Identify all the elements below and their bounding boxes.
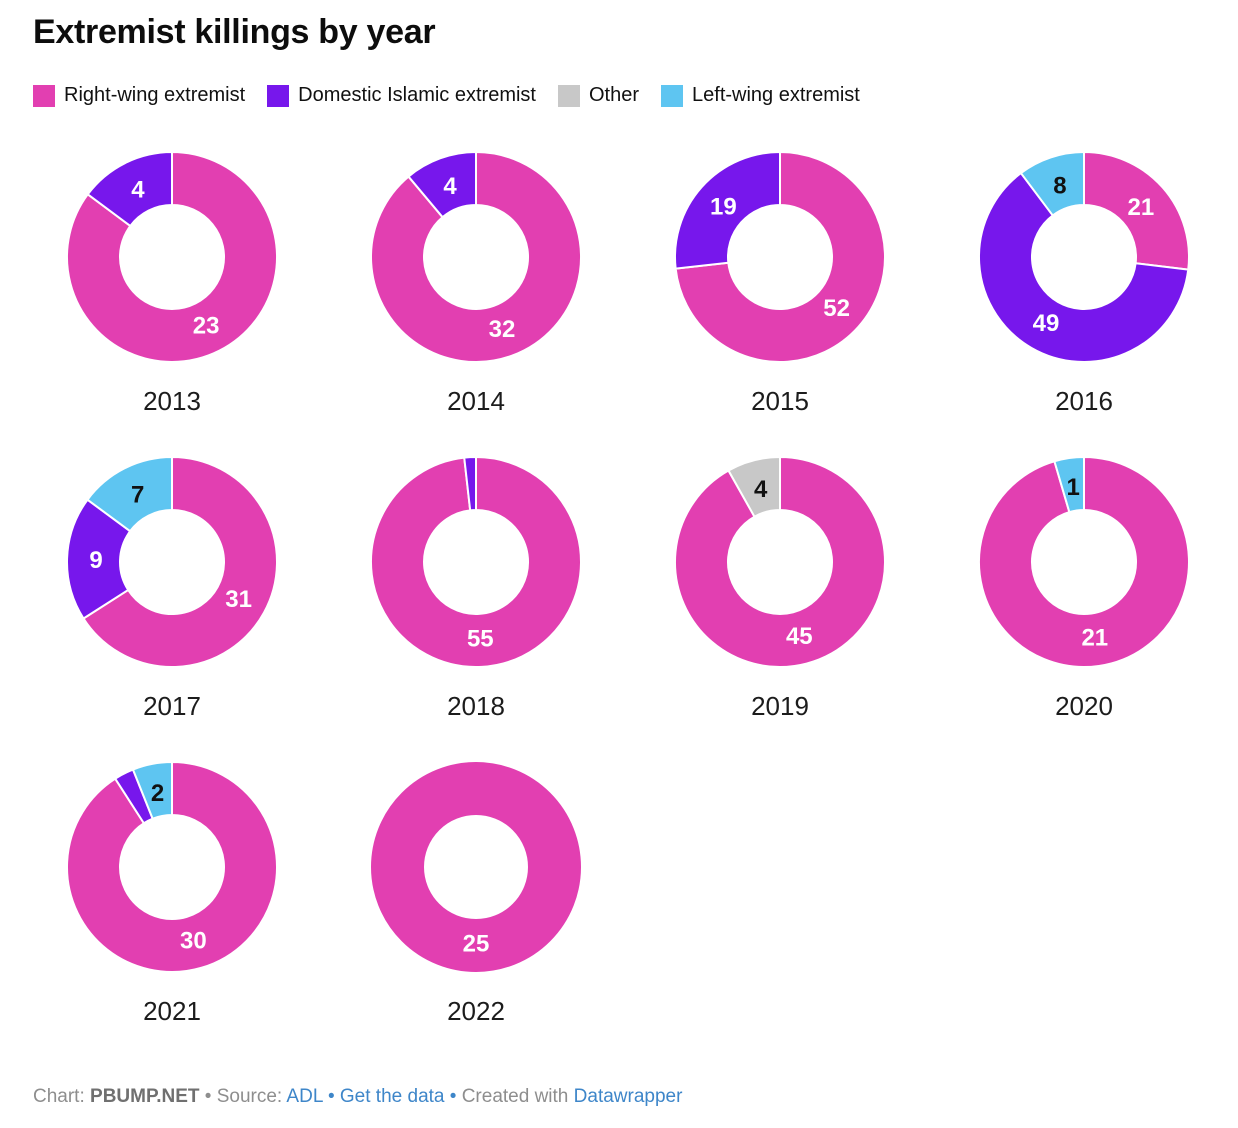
slice-value-label: 19 <box>710 193 737 220</box>
slice-value-label: 49 <box>1033 310 1060 337</box>
charts-grid: 23 4 2013 32 4 2014 52 19 2015 21 49 8 2016 31 9 7 2017 5… <box>20 150 1236 1067</box>
donut-slice-domestic-islamic-extremist <box>86 150 173 227</box>
donut-slice-left-wing-extremist <box>131 760 173 820</box>
legend-item-other: Other <box>557 84 640 107</box>
donut-slice-right-wing-extremist <box>66 760 278 973</box>
donut-slice-right-wing-extremist <box>673 455 886 668</box>
donut-svg-2020: 21 1 <box>977 455 1190 668</box>
footer-created-with-label: Created with <box>461 1085 574 1107</box>
donut-slice-domestic-islamic-extremist <box>407 150 477 218</box>
donut-chart-2019: 45 4 2019 <box>628 455 932 762</box>
footer-separator: • <box>199 1085 217 1107</box>
donut-slice-right-wing-extremist <box>977 455 1190 668</box>
donut-slice-left-wing-extremist <box>86 455 173 532</box>
legend-item-domestic-islamic: Domestic Islamic extremist <box>267 84 536 107</box>
legend-item-left-wing: Left-wing extremist <box>661 84 860 107</box>
slice-value-label: 9 <box>89 547 102 574</box>
slice-value-label: 4 <box>754 476 768 503</box>
slice-value-label: 7 <box>131 481 144 508</box>
donut-chart-2018: 55 2018 <box>324 455 628 762</box>
donut-slice-domestic-islamic-extremist <box>463 455 477 512</box>
donut-slice-left-wing-extremist <box>1053 455 1085 513</box>
donut-svg-2022: 25 <box>371 761 581 972</box>
donut-slice-left-wing-extremist <box>1019 150 1085 217</box>
legend-item-right-wing: Right-wing extremist <box>33 84 245 107</box>
donut-chart-2014: 32 4 2014 <box>324 150 628 457</box>
slice-value-label: 8 <box>1053 172 1066 199</box>
donut-svg-2021: 30 2 <box>66 760 278 973</box>
slice-value-label: 23 <box>193 312 220 339</box>
donut-slice-right-wing-extremist <box>674 150 886 363</box>
slice-value-label: 2 <box>151 780 164 807</box>
donut-slice-right-wing-extremist <box>369 455 582 668</box>
footer-credits: Chart: PBUMP.NET • Source: ADL • Get the… <box>33 1085 1238 1109</box>
legend-swatch-domestic-islamic <box>267 84 290 107</box>
legend-label: Left-wing extremist <box>692 84 860 107</box>
legend-swatch-left-wing <box>661 84 684 107</box>
slice-value-label: 30 <box>180 927 207 954</box>
year-label-2020: 2020 <box>1055 690 1113 721</box>
slice-value-label: 25 <box>463 930 490 957</box>
legend-label: Other <box>588 84 640 107</box>
donut-svg-2016: 21 49 8 <box>978 150 1190 363</box>
footer-source-link[interactable]: ADL <box>286 1085 323 1107</box>
donut-chart-2020: 21 1 2020 <box>932 455 1236 762</box>
slice-value-label: 1 <box>1067 474 1080 501</box>
year-label-2017: 2017 <box>143 690 201 721</box>
donut-slice-right-wing-extremist <box>370 150 582 363</box>
donut-svg-2014: 32 4 <box>370 150 582 363</box>
footer-datawrapper-link[interactable]: Datawrapper <box>573 1085 683 1107</box>
slice-value-label: 31 <box>225 586 252 613</box>
donut-svg-2019: 45 4 <box>673 455 886 668</box>
footer-separator: • <box>444 1085 462 1107</box>
donut-slice-right-wing-extremist <box>82 455 278 668</box>
donut-svg-2015: 52 19 <box>674 150 886 363</box>
donut-chart-2017: 31 9 7 2017 <box>20 455 324 762</box>
year-label-2021: 2021 <box>143 995 201 1026</box>
donut-chart-2022: 25 2022 <box>324 761 628 1067</box>
slice-value-label: 55 <box>467 625 494 652</box>
legend-swatch-other <box>557 84 580 107</box>
donut-chart-2021: 30 2 2021 <box>20 760 324 1067</box>
donut-slice-domestic-islamic-extremist <box>674 150 781 270</box>
footer-separator: • <box>322 1085 340 1107</box>
year-label-2014: 2014 <box>447 385 505 416</box>
slice-value-label: 45 <box>786 623 813 650</box>
donut-slice-domestic-islamic-extremist <box>978 171 1190 363</box>
legend-label: Domestic Islamic extremist <box>298 84 536 107</box>
legend-swatch-right-wing <box>33 84 55 107</box>
slice-value-label: 4 <box>443 173 457 200</box>
footer-get-data-link[interactable]: Get the data <box>339 1085 445 1107</box>
slice-value-label: 32 <box>489 316 516 343</box>
year-label-2013: 2013 <box>143 385 201 416</box>
year-label-2022: 2022 <box>447 995 505 1026</box>
donut-svg-2013: 23 4 <box>66 150 278 363</box>
legend: Right-wing extremist Domestic Islamic ex… <box>33 84 1238 108</box>
slice-value-label: 21 <box>1128 194 1155 221</box>
slice-value-label: 4 <box>131 176 145 203</box>
page-title: Extremist killings by year <box>33 13 436 51</box>
footer-source-label: Source: <box>216 1085 287 1107</box>
slice-value-label: 52 <box>823 295 850 322</box>
footer-chart-label: Chart: <box>33 1085 91 1107</box>
donut-slice-right-wing-extremist <box>371 761 581 972</box>
donut-slice-other <box>727 455 781 518</box>
donut-chart-2016: 21 49 8 2016 <box>932 150 1236 457</box>
donut-chart-2013: 23 4 2013 <box>20 150 324 457</box>
donut-svg-2017: 31 9 7 <box>66 455 278 668</box>
year-label-2015: 2015 <box>751 385 809 416</box>
slice-value-label: 21 <box>1081 624 1108 651</box>
legend-label: Right-wing extremist <box>64 84 246 107</box>
year-label-2018: 2018 <box>447 690 505 721</box>
year-label-2016: 2016 <box>1055 385 1113 416</box>
donut-svg-2018: 55 <box>369 455 582 668</box>
donut-slice-right-wing-extremist <box>66 150 278 363</box>
year-label-2019: 2019 <box>751 690 809 721</box>
donut-chart-2015: 52 19 2015 <box>628 150 932 457</box>
donut-slice-right-wing-extremist <box>1083 150 1190 271</box>
footer-chart-credit: PBUMP.NET <box>90 1085 200 1107</box>
page: Extremist killings by year Right-wing ex… <box>0 12 1238 1128</box>
